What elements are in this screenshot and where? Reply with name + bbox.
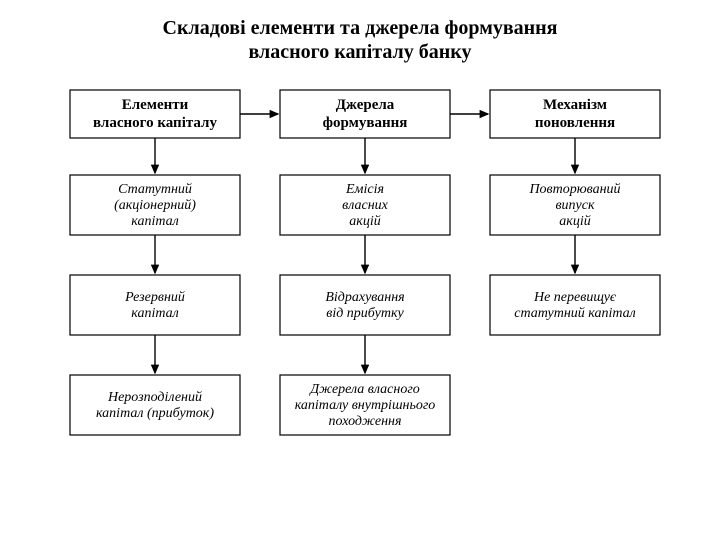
sources-item2-line2: походження <box>329 414 402 429</box>
sources-item0-line2: акцій <box>349 214 380 229</box>
elements-item0-line2: капітал <box>131 214 178 229</box>
sources-item1-line1: від прибутку <box>326 306 404 321</box>
sources-item2-line1: капіталу внутрішнього <box>295 398 436 413</box>
mechanism-header-line1: поновлення <box>535 115 615 131</box>
sources-item0-line1: власних <box>342 198 389 213</box>
elements-item1-line0: Резервний <box>124 290 185 305</box>
elements-item2-line1: капітал (прибуток) <box>96 406 214 421</box>
mechanism-item0-line1: випуск <box>555 198 595 213</box>
diagram-title-line1: Складові елементи та джерела формування <box>163 17 558 39</box>
mechanism-header-line0: Механізм <box>543 97 607 113</box>
sources-item0-line0: Емісія <box>345 182 384 197</box>
elements-item1-box <box>70 275 240 335</box>
flowchart: Складові елементи та джерела формування … <box>0 0 720 540</box>
elements-item1-line1: капітал <box>131 306 178 321</box>
mechanism-item1-line1: статутний капітал <box>514 306 636 321</box>
elements-item0-line1: (акціонерний) <box>114 198 196 213</box>
elements-item0-line0: Статутний <box>118 182 192 197</box>
diagram-title-line2: власного капіталу банку <box>248 41 471 63</box>
elements-header-line0: Елементи <box>122 97 189 113</box>
sources-header-line0: Джерела <box>336 97 395 113</box>
mechanism-item1-box <box>490 275 660 335</box>
sources-item1-box <box>280 275 450 335</box>
elements-header-line1: власного капіталу <box>93 115 217 131</box>
mechanism-item0-line2: акцій <box>559 214 590 229</box>
mechanism-item1-line0: Не перевищує <box>533 290 617 305</box>
mechanism-item0-line0: Повторюваний <box>528 182 620 197</box>
sources-item2-line0: Джерела власного <box>308 382 420 397</box>
elements-item2-box <box>70 375 240 435</box>
sources-item1-line0: Відрахування <box>325 290 404 305</box>
elements-item2-line0: Нерозподілений <box>107 390 202 405</box>
sources-header-line1: формування <box>323 115 408 131</box>
